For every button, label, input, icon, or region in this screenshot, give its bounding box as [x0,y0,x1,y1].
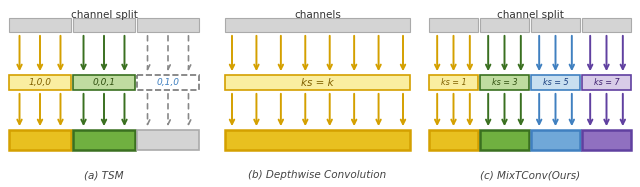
Text: channels: channels [294,10,341,20]
Bar [225,75,410,90]
Bar [73,130,135,150]
Text: channel split: channel split [70,10,138,20]
Text: (a) TSM: (a) TSM [84,170,124,180]
Text: ks = k: ks = k [301,77,334,88]
Bar [137,75,199,90]
Bar [531,75,580,90]
Text: ks = 3: ks = 3 [492,78,517,87]
Bar [480,18,529,32]
Bar [429,75,478,90]
Text: (b) Depthwise Convolution: (b) Depthwise Convolution [248,170,387,180]
Text: ks = 7: ks = 7 [594,78,620,87]
Bar [429,18,478,32]
Bar [137,130,199,150]
Bar [480,130,529,150]
Bar [429,130,478,150]
Bar [531,130,580,150]
Text: channel split: channel split [497,10,563,20]
Bar [73,75,135,90]
Bar [9,18,71,32]
Bar [582,75,631,90]
Bar [582,18,631,32]
Bar [225,130,410,150]
Text: 0,0,1: 0,0,1 [93,78,115,87]
Bar [531,18,580,32]
Text: 0,1,0: 0,1,0 [157,78,179,87]
Bar [9,75,71,90]
Bar [225,18,410,32]
Bar [582,130,631,150]
Text: (c) MixTConv(Ours): (c) MixTConv(Ours) [480,170,580,180]
Text: ks = 5: ks = 5 [543,78,568,87]
Bar [137,18,199,32]
Bar [9,130,71,150]
Text: 1,0,0: 1,0,0 [29,78,51,87]
Bar [480,75,529,90]
Text: ks = 1: ks = 1 [441,78,467,87]
Bar [73,18,135,32]
